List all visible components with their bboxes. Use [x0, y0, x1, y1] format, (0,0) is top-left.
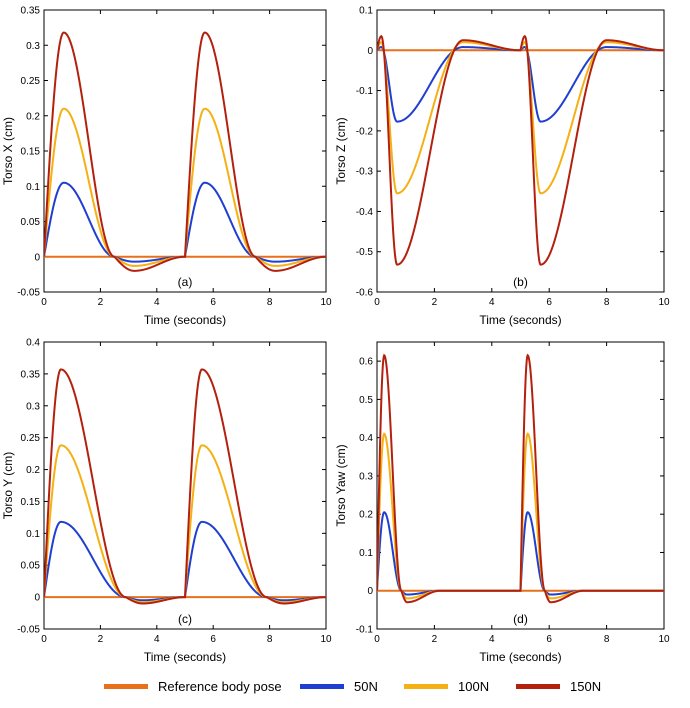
- panel-label-a: (a): [178, 275, 193, 289]
- figure: 0 2 4 6 8 10-0.0500.050.10.150.20.250.30.35Ti…: [1, 6, 670, 665]
- y-tick-label: 0.1: [359, 6, 373, 17]
- x-tick-label: 4: [489, 297, 495, 308]
- y-tick-label: -0.4: [356, 207, 374, 218]
- y-tick-label: 0.2: [26, 465, 40, 476]
- x-tick-label: 0: [374, 297, 380, 308]
- x-tick-label: 4: [154, 297, 160, 308]
- y-tick-label: 0.15: [21, 147, 41, 158]
- y-tick-label: -0.05: [17, 625, 40, 636]
- x-tick-label: 10: [658, 297, 670, 308]
- y-tick-label: 0.3: [359, 471, 373, 482]
- y-tick-label: 0: [367, 586, 373, 597]
- x-tick-label: 6: [210, 634, 216, 645]
- legend-swatch-50n: [300, 683, 344, 689]
- axes-frame-b: [376, 9, 665, 293]
- y-tick-label: -0.6: [356, 288, 374, 299]
- x-tick-label: 0: [41, 634, 47, 645]
- legend-swatch-150n: [516, 683, 560, 689]
- x-tick-label: 2: [432, 297, 438, 308]
- x-tick-label: 0: [41, 297, 47, 308]
- x-tick-label: 6: [546, 297, 552, 308]
- y-axis-label: Torso Y (cm): [1, 452, 15, 520]
- legend-item-reference: Reference body pose: [104, 676, 282, 696]
- legend-swatch-reference: [104, 683, 148, 689]
- series-line-150n-b: [377, 34, 664, 266]
- y-tick-label: 0.35: [21, 6, 41, 17]
- legend-label-100n: 100N: [458, 678, 490, 694]
- series-line-50n-b: [377, 46, 664, 123]
- legend-item-100n: 100N: [404, 676, 489, 696]
- x-tick-label: 10: [658, 634, 670, 645]
- y-tick-label: 0.25: [21, 433, 41, 444]
- series-line-150n-d: [377, 353, 664, 604]
- legend-item-50n: 50N: [300, 676, 378, 696]
- y-tick-label: -0.3: [356, 167, 374, 178]
- x-tick-label: 0: [374, 634, 380, 645]
- y-tick-label: 0.4: [359, 433, 373, 444]
- panel-label-c: (c): [178, 612, 192, 626]
- x-axis-label: Time (seconds): [479, 313, 561, 327]
- axes-frame-d: [376, 341, 665, 630]
- x-tick-label: 2: [432, 634, 438, 645]
- x-tick-label: 4: [154, 634, 160, 645]
- y-tick-label: 0: [367, 46, 373, 57]
- y-tick-label: 0.35: [21, 369, 41, 380]
- y-tick-label: 0: [34, 252, 40, 263]
- y-tick-label: 0.6: [359, 357, 373, 368]
- y-tick-label: 0.05: [21, 561, 41, 572]
- y-axis-label: Torso X (cm): [1, 117, 15, 185]
- y-tick-label: 0.4: [26, 338, 40, 349]
- x-axis-label: Time (seconds): [144, 650, 226, 664]
- panel-b: 0 2 4 6 8 10 -0.6 -0.5 -0.4 -0.3 -0.2 -0.1 0 0.1 Time …: [334, 6, 670, 328]
- x-tick-label: 2: [98, 634, 104, 645]
- y-tick-label: 0.2: [26, 111, 40, 122]
- panel-label-d: (d): [513, 612, 528, 626]
- series-line-150n-c: [44, 368, 326, 605]
- x-tick-label: 6: [210, 297, 216, 308]
- x-tick-label: 2: [98, 297, 104, 308]
- x-tick-label: 10: [320, 297, 332, 308]
- panel-a: 0 2 4 6 8 10-0.0500.050.10.150.20.250.30.35Ti…: [1, 6, 332, 328]
- y-tick-label: 0.3: [26, 41, 40, 52]
- x-axis-label: Time (seconds): [479, 650, 561, 664]
- axes-frame-c: [43, 341, 327, 630]
- y-tick-label: 0.1: [26, 529, 40, 540]
- x-axis-label: Time (seconds): [144, 313, 226, 327]
- series-line-100n-b: [377, 41, 664, 195]
- y-tick-label: -0.2: [356, 126, 374, 137]
- y-tick-label: 0.5: [359, 395, 373, 406]
- x-tick-label: 10: [320, 634, 332, 645]
- legend-label-150n: 150N: [570, 678, 602, 694]
- x-tick-label: 8: [604, 634, 610, 645]
- legend-label-reference: Reference body pose: [158, 678, 282, 694]
- y-tick-label: -0.1: [356, 625, 374, 636]
- x-tick-label: 4: [489, 634, 495, 645]
- legend-item-150n: 150N: [516, 676, 601, 696]
- y-tick-label: 0.05: [21, 217, 41, 228]
- y-tick-label: 0.1: [359, 548, 373, 559]
- y-axis-label: Torso Yaw (cm): [334, 444, 348, 526]
- x-tick-label: 8: [267, 297, 273, 308]
- panel-c: 0 2 4 6 8 10-0.0500.050.10.150.20.250.30.350.…: [1, 338, 332, 665]
- y-tick-label: -0.05: [17, 288, 40, 299]
- y-tick-label: -0.5: [356, 247, 374, 258]
- x-tick-label: 8: [267, 634, 273, 645]
- panel-label-b: (b): [513, 275, 528, 289]
- y-tick-label: -0.1: [356, 86, 374, 97]
- x-tick-label: 6: [546, 634, 552, 645]
- y-axis-label: Torso Z (cm): [334, 117, 348, 184]
- y-tick-label: 0: [34, 593, 40, 604]
- legend: Reference body pose 50N 100N 150N: [0, 670, 690, 704]
- legend-label-50n: 50N: [354, 678, 378, 694]
- legend-swatch-100n: [404, 683, 448, 689]
- series-line-150n-a: [44, 31, 326, 272]
- x-tick-label: 8: [604, 297, 610, 308]
- y-tick-label: 0.15: [21, 497, 41, 508]
- y-tick-label: 0.3: [26, 401, 40, 412]
- y-tick-label: 0.2: [359, 510, 373, 521]
- y-tick-label: 0.1: [26, 182, 40, 193]
- y-tick-label: 0.25: [21, 76, 41, 87]
